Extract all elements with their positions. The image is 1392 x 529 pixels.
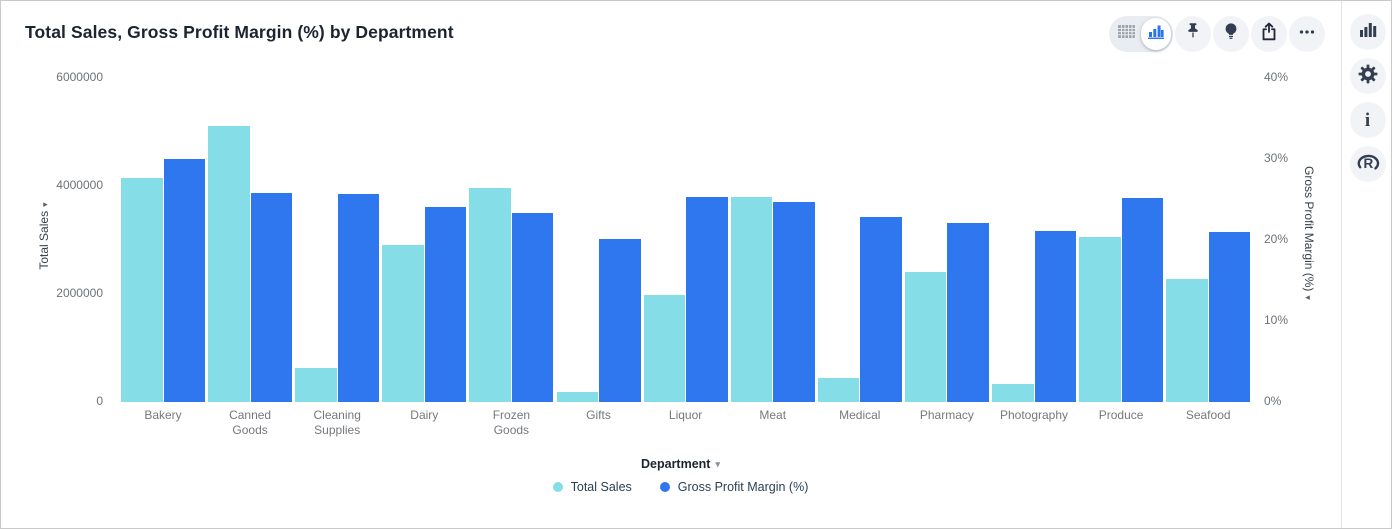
share-button[interactable] [1251,16,1287,52]
bar-gross-profit-margin-photography[interactable] [1034,231,1076,402]
tick-label: 40% [1264,70,1289,84]
bar-gross-profit-margin-canned-goods[interactable] [250,193,293,402]
bar-gross-profit-margin-dairy[interactable] [424,206,467,402]
bar-gross-profit-margin-seafood[interactable] [1208,231,1251,402]
legend-item-total-sales[interactable]: Total Sales [552,480,632,494]
bar-gross-profit-margin-frozen-goods[interactable] [511,212,554,402]
category-label-frozen-goods: Frozen Goods [492,408,531,437]
category-label-liquor: Liquor [668,408,703,422]
category-label-seafood: Seafood [1185,408,1231,422]
y-axis-left-ticks: 0 2000000 4000000 6000000 [1,70,103,408]
tick-label: 0 [96,394,103,408]
category-label-photography: Photography [999,408,1069,422]
table-icon [1117,25,1135,43]
category-label-pharmacy: Pharmacy [919,408,974,422]
bar-total-sales-seafood[interactable] [1166,279,1208,402]
bar-total-sales-gifts[interactable] [556,391,598,402]
share-icon [1258,21,1280,48]
bar-total-sales-cleaning-supplies[interactable] [295,368,337,402]
bar-total-sales-frozen-goods[interactable] [469,187,511,402]
legend-dot [552,482,563,492]
pin-icon [1182,21,1204,48]
column-chart-icon [1359,22,1377,43]
x-axis-category-labels: Bakery Canned Goods Cleaning Supplies Dairy… [108,408,1253,444]
category-label-cleaning-supplies: Cleaning Supplies [313,408,361,437]
bar-gross-profit-margin-pharmacy[interactable] [947,223,989,402]
ellipsis-icon [1296,21,1318,48]
tick-label: 6000000 [56,70,103,84]
category-label-canned-goods: Canned Goods [229,408,272,437]
y-axis-left-title[interactable]: Total Sales▸ [37,199,51,270]
chevron-down-icon: ▾ [715,459,720,469]
bar-gross-profit-margin-gifts[interactable] [599,239,641,402]
more-options-button[interactable] [1289,16,1325,52]
bar-total-sales-meat[interactable] [730,196,773,402]
bar-total-sales-photography[interactable] [992,383,1034,402]
category-label-produce: Produce [1098,408,1144,422]
info-icon: i [1364,109,1371,131]
gear-icon [1356,62,1380,91]
svg-text:R: R [1363,156,1373,171]
bar-total-sales-medical[interactable] [817,377,860,402]
tick-label: 30% [1264,151,1289,165]
y-axis-right-ticks: 0% 10% 20% 30% 40% [1264,70,1334,408]
bar-gross-profit-margin-cleaning-supplies[interactable] [337,193,380,402]
bar-total-sales-bakery[interactable] [121,178,163,402]
insights-button[interactable] [1213,16,1249,52]
bar-gross-profit-margin-medical[interactable] [860,216,902,402]
chart-type-button[interactable] [1349,14,1386,50]
x-axis-title-dropdown[interactable]: Department ▾ [641,457,720,471]
lightbulb-icon [1220,21,1242,48]
page-title: Total Sales, Gross Profit Margin (%) by … [25,22,454,42]
card-toolbar [1109,16,1325,52]
r-analysis-button[interactable]: R [1349,146,1386,182]
legend-label: Gross Profit Margin (%) [677,480,809,494]
info-button[interactable]: i [1349,102,1386,138]
bar-total-sales-liquor[interactable] [643,295,686,402]
category-label-gifts: Gifts [586,408,611,422]
tick-label: 10% [1264,313,1289,327]
bar-total-sales-dairy[interactable] [382,244,424,402]
chart-card: Total Sales, Gross Profit Margin (%) by … [1,1,1342,528]
category-label-meat: Meat [759,408,787,422]
legend-label: Total Sales [570,480,632,494]
legend-dot [659,482,670,492]
tick-label: 2000000 [56,286,103,300]
configure-button[interactable] [1349,58,1386,94]
legend: Total Sales Gross Profit Margin (%) [108,480,1253,494]
bar-chart-icon [1148,24,1164,44]
plot-area [108,78,1253,402]
bar-gross-profit-margin-meat[interactable] [773,201,815,402]
table-view-toggle[interactable] [1111,18,1141,50]
tick-label: 20% [1264,232,1289,246]
r-logo-icon: R [1355,150,1381,179]
category-label-medical: Medical [839,408,881,422]
tick-label: 0% [1264,394,1282,408]
side-rail: i R [1343,1,1391,528]
sort-caret-icon: ▸ [43,199,48,210]
bar-total-sales-canned-goods[interactable] [208,125,250,402]
sort-caret-icon: ◂ [1305,292,1310,303]
y-axis-right-title[interactable]: Gross Profit Margin (%)◂ [1302,166,1316,303]
bar-gross-profit-margin-liquor[interactable] [686,197,728,402]
bar-gross-profit-margin-produce[interactable] [1121,197,1164,402]
category-label-bakery: Bakery [144,408,182,422]
tick-label: 4000000 [56,178,103,192]
chart-view-toggle[interactable] [1141,18,1171,50]
legend-item-gross-profit-margin[interactable]: Gross Profit Margin (%) [659,480,809,494]
bar-total-sales-produce[interactable] [1079,237,1121,402]
category-label-dairy: Dairy [410,408,439,422]
bar-total-sales-pharmacy[interactable] [904,271,947,402]
pin-button[interactable] [1175,16,1211,52]
bar-gross-profit-margin-bakery[interactable] [163,159,205,402]
view-toggle [1109,16,1173,52]
